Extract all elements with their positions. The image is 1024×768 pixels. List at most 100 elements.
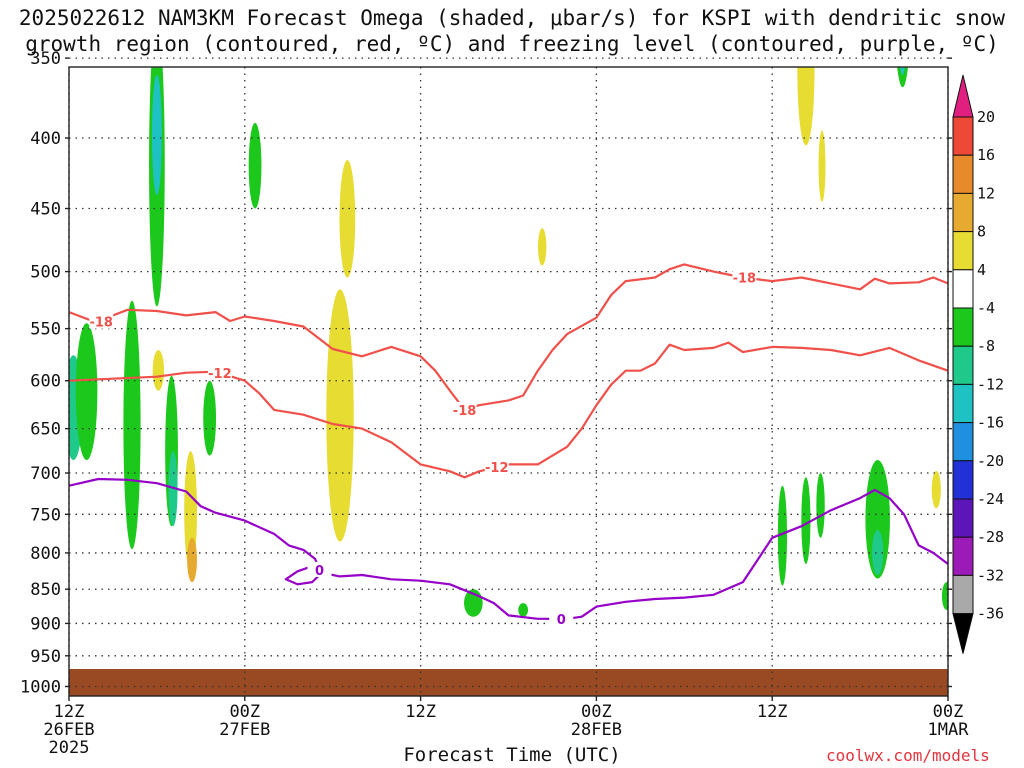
credit-link[interactable]: coolwx.com/models [826, 746, 990, 765]
y-tick-label: 1000 [20, 678, 61, 698]
omega-region [75, 323, 98, 461]
colorbar-cap-bottom [952, 613, 974, 654]
y-tick-label: 900 [30, 614, 61, 634]
x-tick-label: 00Z [581, 702, 612, 722]
y-tick-label: 550 [30, 320, 61, 340]
colorbar-swatch [952, 383, 974, 424]
contour-label-bg [89, 313, 114, 329]
colorbar-label: -4 [977, 299, 995, 317]
colorbar-swatch [952, 192, 974, 233]
x-tick-label: 12Z [405, 702, 436, 722]
x-axis-title: Forecast Time (UTC) [403, 744, 621, 766]
omega-region [897, 67, 909, 88]
colorbar-swatch [952, 116, 974, 156]
colorbar-label: 16 [977, 146, 995, 164]
y-tick-label: 350 [30, 49, 61, 69]
y-tick-label: 650 [30, 420, 61, 440]
y-tick-label: 800 [30, 544, 61, 564]
colorbar-cap-top [952, 74, 974, 118]
x-tick-label: 12Z [757, 702, 788, 722]
omega-shading [69, 4, 948, 617]
colorbar-label: -28 [977, 528, 1004, 546]
contour-label-bg [549, 610, 574, 626]
omega-region [931, 470, 941, 509]
colorbar-label: -24 [977, 490, 1004, 508]
omega-region [872, 530, 884, 575]
dgz-minus12-contour-label: -12 [208, 367, 232, 382]
colorbar-label: -12 [977, 375, 1004, 393]
colorbar-swatch [952, 460, 974, 500]
x-tick-label: 12Z [54, 702, 85, 722]
x-tick-label: 1MAR [928, 720, 970, 740]
x-tick-label: 00Z [933, 702, 964, 722]
dgz-minus18-contour-label: -18 [453, 404, 477, 419]
colorbar-label: 4 [977, 261, 986, 279]
y-tick-label: 500 [30, 263, 61, 283]
colorbar-label: -36 [977, 605, 1004, 623]
omega-region [797, 67, 815, 146]
colorbar-label: 20 [977, 108, 995, 126]
dgz-minus18-contour-label: -18 [733, 272, 757, 287]
y-tick-label: 400 [30, 129, 61, 149]
colorbar-label: 8 [977, 223, 986, 241]
y-tick-label: 450 [30, 200, 61, 220]
contour-label-bg [207, 365, 232, 381]
omega-region [777, 485, 788, 586]
x-tick-label: 26FEB [43, 720, 94, 740]
omega-region [248, 122, 262, 209]
y-tick-label: 850 [30, 580, 61, 600]
omega-region [866, 4, 872, 40]
omega-region [123, 300, 141, 550]
freezing-level-contour-label: 0 [557, 613, 566, 628]
colorbar-swatch [952, 307, 974, 347]
omega-region [537, 228, 547, 266]
dgz-minus18-contour-label: -18 [89, 316, 113, 331]
x-tick-label: 28FEB [571, 720, 622, 740]
x-tick-label: 2025 [49, 738, 90, 758]
omega-region [818, 130, 826, 202]
y-tick-label: 950 [30, 647, 61, 667]
omega-region [187, 537, 197, 583]
plot-frame [68, 66, 949, 697]
chart-title-line-2: growth region (contoured, red, ºC) and f… [25, 32, 999, 56]
colorbar-label: -32 [977, 566, 1004, 584]
colorbar-swatch [952, 536, 974, 576]
contour-label-bg [732, 269, 757, 285]
omega-region [151, 74, 162, 196]
colorbar-swatch [952, 269, 974, 309]
colorbar-swatch [952, 422, 974, 462]
y-tick-label: 600 [30, 372, 61, 392]
omega-region [203, 380, 217, 456]
freezing-level-contour-label: 0 [315, 564, 324, 579]
omega-region [865, 460, 890, 579]
contour-label-bg [484, 459, 509, 475]
contours: -18 -18 -18 -12 -12 0 0 [69, 263, 948, 628]
dgz-minus12-contour-label: -12 [485, 461, 509, 476]
omega-region [900, 67, 905, 75]
x-tick-label: 00Z [229, 702, 260, 722]
y-tick-label: 700 [30, 464, 61, 484]
colorbar-label: -8 [977, 337, 995, 355]
omega-region [339, 160, 356, 278]
freezing-level-contour [69, 477, 948, 620]
y-tick-label: 750 [30, 505, 61, 525]
omega-region [326, 289, 354, 542]
colorbar-swatch [952, 345, 974, 385]
colorbar-swatch [952, 231, 974, 271]
omega-region [941, 582, 948, 610]
dgz-minus18-contour [69, 263, 948, 411]
contour-label-bg [452, 401, 477, 417]
colorbar: -36 -32 -28 -24 -20 -16 -12 -8 -4 4 8 12 16 20 [952, 74, 1004, 654]
colorbar-swatch [952, 498, 974, 538]
colorbar-label: 12 [977, 184, 995, 202]
chart-title-line-1: 2025022612 NAM3KM Forecast Omega (shaded… [18, 6, 1006, 30]
omega-region [152, 350, 165, 391]
x-tick-label: 27FEB [219, 720, 270, 740]
contour-label-bg [307, 561, 332, 577]
colorbar-swatch [952, 154, 974, 194]
colorbar-label: -20 [977, 452, 1004, 470]
omega-region [801, 477, 811, 565]
omega-region [518, 603, 529, 617]
dgz-minus12-contour [69, 341, 948, 479]
